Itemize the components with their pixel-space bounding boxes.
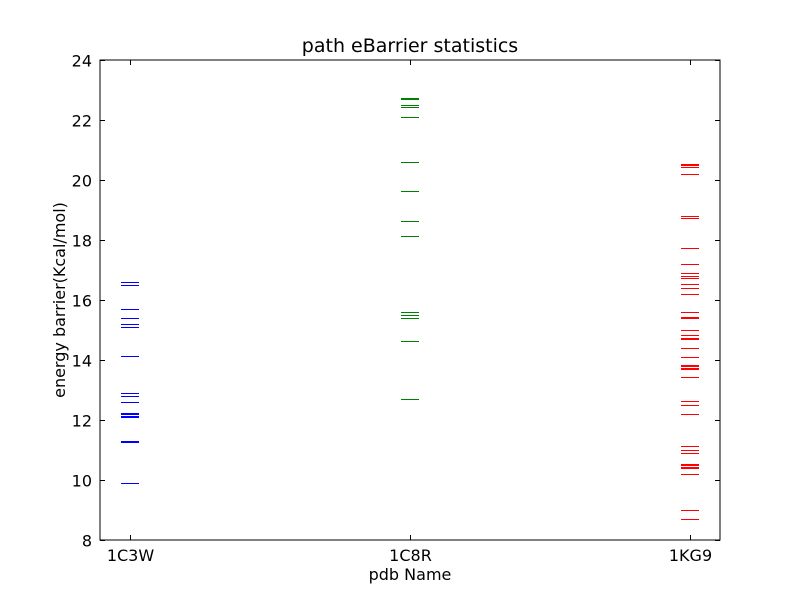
y-tick-label: 14: [72, 352, 92, 371]
y-axis-title: energy barrier(Kcal/mol): [50, 202, 69, 398]
y-tick-label: 12: [72, 412, 92, 431]
x-tick-label-1kg9: 1KG9: [669, 546, 712, 565]
y-tick-label: 24: [72, 52, 92, 71]
plot-frame: [99, 59, 721, 541]
data-marks: [121, 98, 699, 520]
y-tick-label: 10: [72, 472, 92, 491]
y-tick-label: 18: [72, 232, 92, 251]
x-axis-title: pdb Name: [369, 565, 452, 584]
x-tick-label-1c3w: 1C3W: [107, 546, 155, 565]
chart-title: path eBarrier statistics: [302, 35, 518, 57]
axis-tick-labels: 8 10 12 14 16 18 20 22 24 1C3W 1C8R 1KG9: [72, 52, 712, 566]
y-tick-label: 20: [72, 172, 92, 191]
y-tick-label: 22: [72, 112, 92, 131]
y-tick-label: 16: [72, 292, 92, 311]
x-tick-label-1c8r: 1C8R: [389, 546, 432, 565]
y-tick-label: 8: [82, 532, 92, 551]
